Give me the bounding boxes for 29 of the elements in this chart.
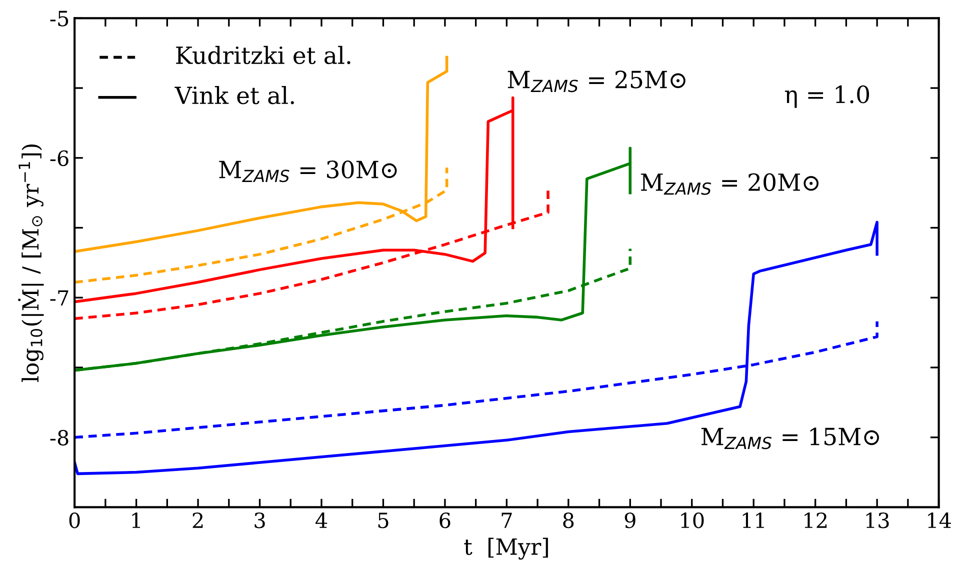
x-tick-label: 0: [69, 512, 80, 528]
x-tick-label: 3: [254, 512, 265, 528]
x-tick-label: 7: [502, 512, 512, 528]
x-tick-label: 12: [804, 512, 827, 528]
x-tick-label: 9: [624, 512, 636, 528]
y-tick-label: -5: [50, 10, 68, 26]
x-tick-label: 13: [866, 512, 889, 528]
annotation: M$_{ZAMS}$ = 30M⊙: [219, 160, 397, 182]
y-tick-label: -6: [50, 150, 68, 166]
x-tick-label: 14: [928, 512, 951, 528]
x-tick-label: 1: [132, 512, 140, 528]
x-tick-label: 5: [378, 512, 388, 528]
y-tick-label: -8: [50, 430, 68, 446]
x-tick-label: 4: [316, 512, 328, 528]
line-series: [74, 220, 878, 476]
y-axis-title: log$_{10}$(|Ṁ| / [M$_{⊙}$ yr$^{−1}$]): [18, 144, 44, 382]
y-tick-label: -7: [50, 290, 68, 306]
x-tick-label: 11: [742, 512, 764, 528]
annotation: Vink et al.: [174, 86, 294, 104]
annotation: M$_{ZAMS}$ = 25M⊙: [508, 70, 686, 92]
x-axis-title: t [Myr]: [464, 538, 548, 560]
annotation: M$_{ZAMS}$ = 20M⊙: [640, 173, 819, 195]
x-tick-label: 6: [440, 512, 450, 528]
x-tick-label: 8: [563, 512, 574, 528]
annotation: Kudritzki et al.: [176, 46, 350, 64]
annotation: η = 1.0: [784, 85, 870, 108]
annotation: M$_{ZAMS}$ = 15M⊙: [701, 428, 880, 450]
x-tick-label: 10: [681, 512, 704, 528]
x-tick-label: 2: [192, 512, 203, 528]
